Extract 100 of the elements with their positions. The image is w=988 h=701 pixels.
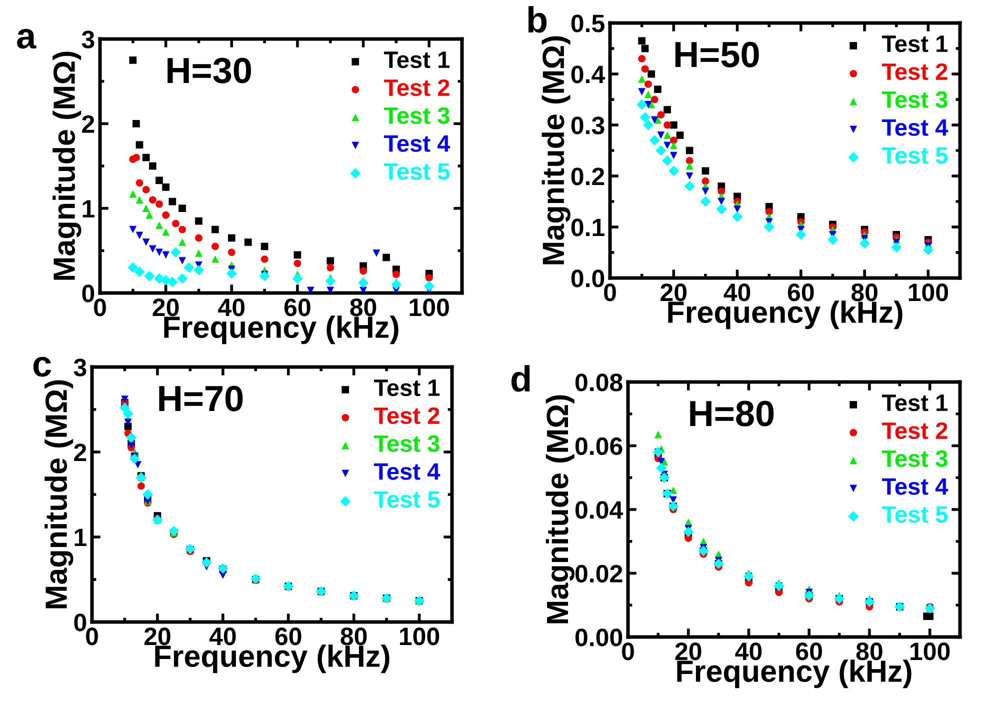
point [178, 226, 186, 234]
point [638, 88, 646, 96]
point [122, 408, 134, 419]
point [142, 186, 150, 194]
y-tick-label: 0.00 [575, 628, 622, 646]
point [670, 121, 678, 129]
point [144, 270, 155, 282]
legend-label: Test 2 [384, 79, 450, 96]
point [716, 204, 727, 214]
point [134, 266, 145, 278]
legend-label: Test 5 [384, 163, 450, 180]
point [326, 286, 334, 293]
x-tick-label: 20 [675, 642, 702, 660]
x-tick-label: 60 [284, 298, 310, 316]
point [641, 65, 649, 73]
point [859, 238, 870, 249]
point [142, 489, 153, 500]
point [828, 234, 838, 245]
x-axis-title: Frequency (kHz) [668, 300, 902, 330]
point [136, 196, 144, 204]
y-tick-label: 1 [74, 528, 86, 546]
point [162, 228, 170, 236]
x-tick-label: 100 [910, 642, 950, 660]
point [250, 573, 261, 584]
y-tick-label: 3 [74, 358, 86, 376]
x-tick-label: 60 [275, 628, 302, 646]
y-tick-label: 0.08 [575, 374, 622, 392]
point [358, 278, 368, 288]
point [148, 196, 156, 204]
point [129, 226, 137, 234]
x-tick-label: 0 [622, 642, 634, 660]
point [178, 204, 186, 212]
annotation: H=80 [690, 400, 774, 426]
point [325, 276, 336, 286]
point [146, 211, 154, 219]
point [156, 176, 163, 184]
point [306, 286, 314, 293]
point [194, 264, 204, 276]
point [148, 245, 156, 253]
point [177, 273, 188, 284]
point [765, 208, 773, 216]
point [120, 402, 130, 413]
x-tick-label: 60 [788, 284, 814, 302]
point [218, 563, 228, 574]
x-tick-label: 80 [340, 628, 367, 646]
point [142, 154, 150, 162]
point [142, 238, 150, 246]
point [184, 544, 196, 554]
x-tick-label: 80 [851, 284, 878, 302]
point [638, 75, 646, 83]
point [168, 198, 176, 206]
annotation: H=70 [159, 386, 243, 412]
point [156, 248, 163, 256]
point [718, 198, 726, 206]
point [162, 251, 170, 259]
point [294, 251, 302, 259]
point [656, 462, 666, 474]
point [718, 188, 726, 195]
point [662, 156, 672, 166]
x-tick-label: 20 [660, 284, 687, 302]
x-tick-label: 80 [856, 642, 882, 660]
point [126, 432, 136, 443]
y-tick-label: 0 [74, 614, 86, 632]
point [657, 111, 665, 118]
point [148, 162, 156, 170]
legend-label: Test 4 [882, 119, 948, 136]
point [124, 418, 132, 426]
x-tick-label: 60 [796, 642, 822, 660]
point [644, 100, 652, 108]
point [326, 264, 334, 272]
point [732, 212, 742, 222]
x-tick-label: 40 [735, 642, 762, 660]
point [664, 106, 671, 114]
legend-label: Test 2 [374, 407, 440, 424]
point [259, 270, 270, 282]
y-tick-label: 2 [74, 444, 86, 462]
point [326, 257, 334, 264]
point [642, 120, 654, 130]
point [649, 135, 660, 146]
point [228, 248, 236, 256]
point [636, 99, 648, 110]
point [260, 242, 268, 250]
point [382, 254, 390, 262]
point [424, 281, 434, 292]
legend-label: Test 5 [374, 491, 440, 508]
y-tick-label: 0.04 [575, 501, 624, 519]
point [121, 396, 128, 403]
point [212, 255, 219, 263]
y-tick-label: 0.3 [571, 116, 604, 134]
y-tick-label: 0.4 [571, 66, 606, 84]
point [195, 250, 202, 257]
point [226, 268, 237, 279]
point [668, 166, 679, 176]
point [156, 200, 163, 208]
point [294, 260, 302, 268]
point [244, 238, 252, 246]
point [425, 274, 433, 282]
point [638, 37, 646, 45]
point [664, 132, 671, 139]
point [136, 141, 144, 149]
